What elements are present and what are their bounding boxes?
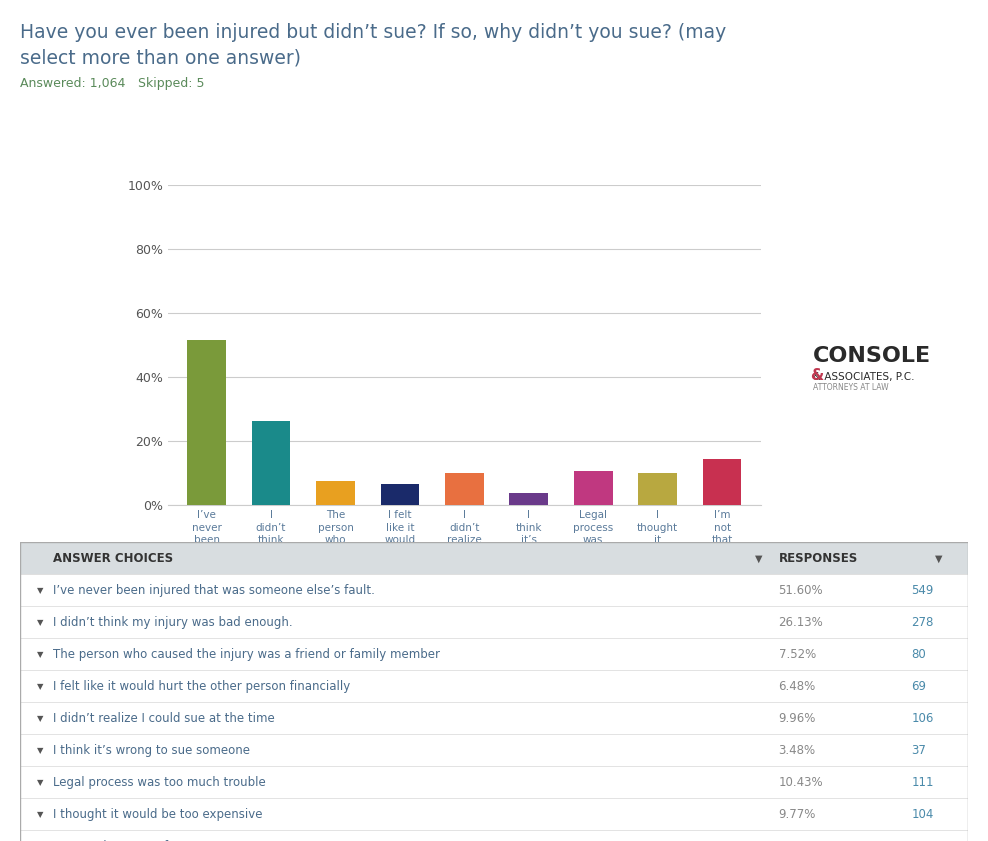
- Text: 9.96%: 9.96%: [779, 711, 816, 725]
- Text: ▼: ▼: [755, 553, 763, 563]
- Bar: [574, 471, 613, 505]
- Text: The person who caused the injury was a friend or family member: The person who caused the injury was a f…: [53, 648, 440, 661]
- Text: ▼: ▼: [37, 682, 43, 690]
- Text: ▼: ▼: [37, 650, 43, 659]
- Text: ▼: ▼: [37, 778, 43, 786]
- Text: 152: 152: [911, 839, 934, 841]
- Text: ▼: ▼: [935, 553, 943, 563]
- Text: 278: 278: [911, 616, 934, 629]
- Text: 7.52%: 7.52%: [779, 648, 816, 661]
- Bar: [20, 638, 968, 670]
- Text: I thought it would be too expensive: I thought it would be too expensive: [53, 807, 263, 821]
- Text: ▼: ▼: [37, 618, 43, 627]
- Text: Answered: 1,064: Answered: 1,064: [20, 77, 125, 90]
- Text: 14.29%: 14.29%: [779, 839, 823, 841]
- Bar: [380, 484, 419, 505]
- Bar: [20, 542, 968, 574]
- Bar: [20, 574, 968, 606]
- Text: ATTORNEYS AT LAW: ATTORNEYS AT LAW: [813, 383, 889, 392]
- Text: I’ve never been injured that was someone else’s fault.: I’ve never been injured that was someone…: [53, 584, 374, 597]
- Text: 26.13%: 26.13%: [779, 616, 823, 629]
- Text: & ASSOCIATES, P.C.: & ASSOCIATES, P.C.: [813, 372, 915, 382]
- Bar: [20, 798, 968, 830]
- Bar: [20, 734, 968, 766]
- Text: I think it’s wrong to sue someone: I think it’s wrong to sue someone: [53, 743, 250, 757]
- Text: 80: 80: [911, 648, 926, 661]
- Text: ▼: ▼: [37, 714, 43, 722]
- Text: 37: 37: [911, 743, 926, 757]
- Bar: [638, 473, 677, 505]
- Text: Skipped: 5: Skipped: 5: [138, 77, 205, 90]
- Bar: [188, 340, 226, 505]
- Bar: [702, 459, 741, 505]
- Text: ▼: ▼: [37, 586, 43, 595]
- Text: 69: 69: [911, 680, 927, 693]
- Bar: [445, 473, 484, 505]
- Text: select more than one answer): select more than one answer): [20, 48, 300, 67]
- Bar: [316, 480, 355, 505]
- Text: I didn’t realize I could sue at the time: I didn’t realize I could sue at the time: [53, 711, 275, 725]
- Text: 9.77%: 9.77%: [779, 807, 816, 821]
- Text: Legal process was too much trouble: Legal process was too much trouble: [53, 775, 266, 789]
- Text: ▼: ▼: [37, 746, 43, 754]
- Text: ANSWER CHOICES: ANSWER CHOICES: [53, 552, 173, 565]
- Text: 549: 549: [911, 584, 934, 597]
- Text: CONSOLE: CONSOLE: [813, 346, 932, 366]
- Text: RESPONSES: RESPONSES: [779, 552, 858, 565]
- Text: 6.48%: 6.48%: [779, 680, 816, 693]
- Text: I felt like it would hurt the other person financially: I felt like it would hurt the other pers…: [53, 680, 350, 693]
- Bar: [20, 766, 968, 798]
- Bar: [20, 702, 968, 734]
- Text: 104: 104: [911, 807, 934, 821]
- Text: ▼: ▼: [37, 810, 43, 818]
- Text: 106: 106: [911, 711, 934, 725]
- Text: I’m not that type of person: I’m not that type of person: [53, 839, 212, 841]
- Bar: [20, 606, 968, 638]
- Text: 3.48%: 3.48%: [779, 743, 816, 757]
- Bar: [20, 670, 968, 702]
- Bar: [252, 421, 290, 505]
- Text: I didn’t think my injury was bad enough.: I didn’t think my injury was bad enough.: [53, 616, 292, 629]
- Text: &: &: [810, 368, 823, 383]
- Text: 111: 111: [911, 775, 934, 789]
- Text: 51.60%: 51.60%: [779, 584, 823, 597]
- Text: 10.43%: 10.43%: [779, 775, 823, 789]
- Bar: [510, 494, 548, 505]
- Bar: [20, 830, 968, 841]
- Text: Have you ever been injured but didn’t sue? If so, why didn’t you sue? (may: Have you ever been injured but didn’t su…: [20, 23, 726, 42]
